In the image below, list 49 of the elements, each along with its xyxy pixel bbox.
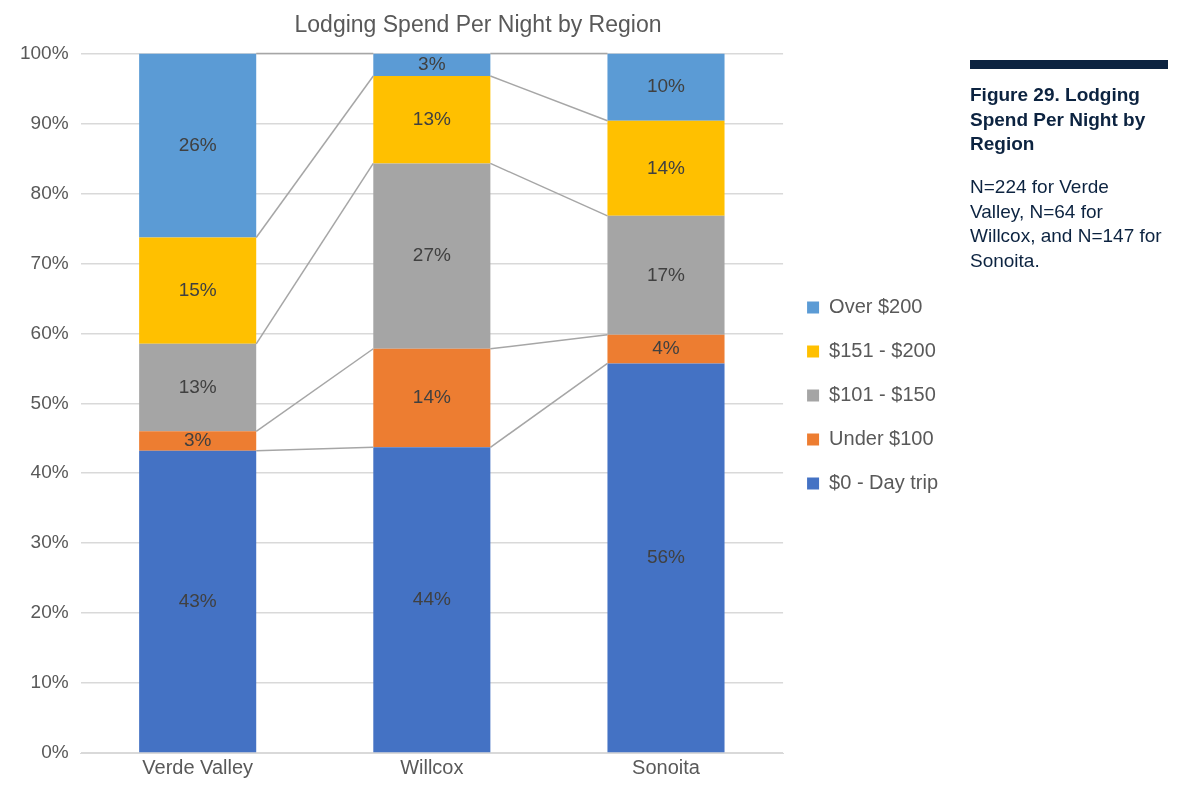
chart-title: Lodging Spend Per Night by Region [294,11,662,38]
data-label: 27% [412,244,451,266]
y-tick-label: 90% [30,111,69,133]
bar [607,53,725,121]
y-tick-label: 100% [19,41,69,63]
data-label: 13% [412,107,451,129]
bar [607,363,725,753]
bar [373,53,491,76]
data-label: 26% [178,133,217,155]
bar [373,447,491,753]
legend-label: Over $200 [829,295,923,318]
data-label: 14% [646,156,686,178]
bar [373,75,491,164]
bar [139,53,257,238]
y-tick-label: 40% [30,461,69,483]
bar [373,348,491,448]
legend-label: $0 - Day trip [829,471,939,494]
data-label: 10% [646,75,686,97]
legend-label: $151 - $200 [829,339,936,362]
data-label: 17% [646,263,686,285]
x-tick-label: Sonoita [632,755,701,778]
x-tick-label: Willcox [400,755,464,778]
data-label: 13% [178,375,217,397]
y-tick-label: 10% [30,671,69,693]
x-tick-label: Verde Valley [142,755,254,778]
data-label: 43% [178,589,217,611]
bar [139,450,257,753]
bar [139,431,257,451]
y-tick-label: 80% [30,181,69,203]
legend-label: $101 - $150 [829,383,936,406]
data-label: 3% [183,429,212,451]
bar [607,120,725,216]
text: N=224 for Verde Valley, N=64 for Willcox, and N=147 for Sonoita. [970,175,1163,274]
y-tick-label: 20% [30,601,69,623]
data-label: 4% [652,337,680,359]
caption: Figure 29. Lodging Spend Per Night by Region [970,83,1147,157]
legend-label: Under $100 [829,427,934,450]
y-tick-label: 50% [30,391,69,413]
bar [607,334,725,364]
data-label: 3% [418,53,446,75]
y-tick-label: 70% [30,251,69,273]
bar [139,237,257,344]
data-label: 56% [646,546,686,568]
y-tick-label: 0% [41,741,69,763]
data-label: 14% [412,386,451,408]
y-tick-label: 60% [30,321,69,343]
data-label: 44% [412,588,451,610]
y-tick-label: 30% [30,531,69,553]
data-label: 15% [178,278,217,300]
